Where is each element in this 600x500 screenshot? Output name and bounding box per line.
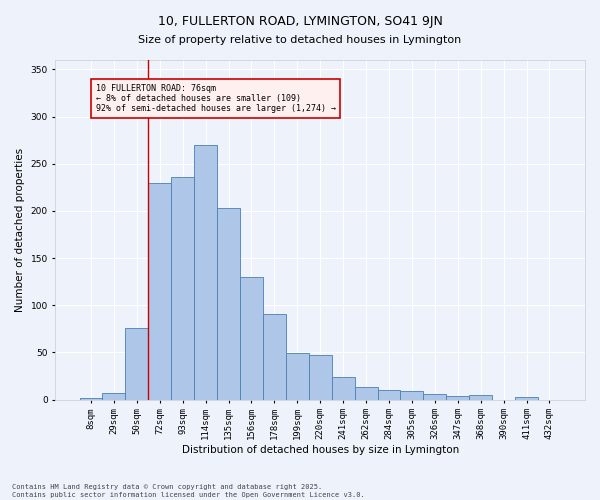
Bar <box>424 394 446 400</box>
Bar <box>400 391 424 400</box>
Bar <box>240 277 263 400</box>
Text: 10 FULLERTON ROAD: 76sqm
← 8% of detached houses are smaller (109)
92% of semi-d: 10 FULLERTON ROAD: 76sqm ← 8% of detache… <box>95 84 335 114</box>
Bar <box>194 145 217 400</box>
Text: Size of property relative to detached houses in Lymington: Size of property relative to detached ho… <box>139 35 461 45</box>
Bar <box>309 355 332 400</box>
Bar <box>286 354 309 400</box>
Text: 10, FULLERTON ROAD, LYMINGTON, SO41 9JN: 10, FULLERTON ROAD, LYMINGTON, SO41 9JN <box>158 15 442 28</box>
Bar <box>217 208 240 400</box>
Bar <box>103 393 125 400</box>
Bar <box>355 388 377 400</box>
Text: Contains HM Land Registry data © Crown copyright and database right 2025.
Contai: Contains HM Land Registry data © Crown c… <box>12 484 365 498</box>
Bar <box>80 398 103 400</box>
Bar <box>125 328 148 400</box>
Bar <box>377 390 400 400</box>
Bar <box>446 396 469 400</box>
Y-axis label: Number of detached properties: Number of detached properties <box>15 148 25 312</box>
Bar <box>515 396 538 400</box>
Bar <box>171 177 194 400</box>
Bar <box>148 182 171 400</box>
Bar <box>469 395 492 400</box>
Bar <box>263 314 286 400</box>
Bar <box>332 377 355 400</box>
X-axis label: Distribution of detached houses by size in Lymington: Distribution of detached houses by size … <box>182 445 459 455</box>
